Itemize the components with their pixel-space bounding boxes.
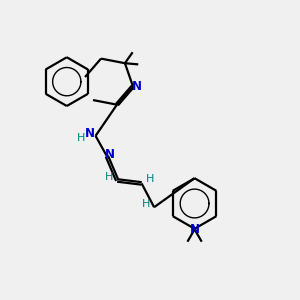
Text: H: H: [105, 172, 113, 182]
Text: N: N: [85, 127, 95, 140]
Text: H: H: [142, 199, 150, 208]
Text: H: H: [146, 174, 154, 184]
Text: N: N: [190, 223, 200, 236]
Text: N: N: [132, 80, 142, 93]
Text: N: N: [105, 148, 115, 161]
Text: H: H: [76, 133, 85, 143]
